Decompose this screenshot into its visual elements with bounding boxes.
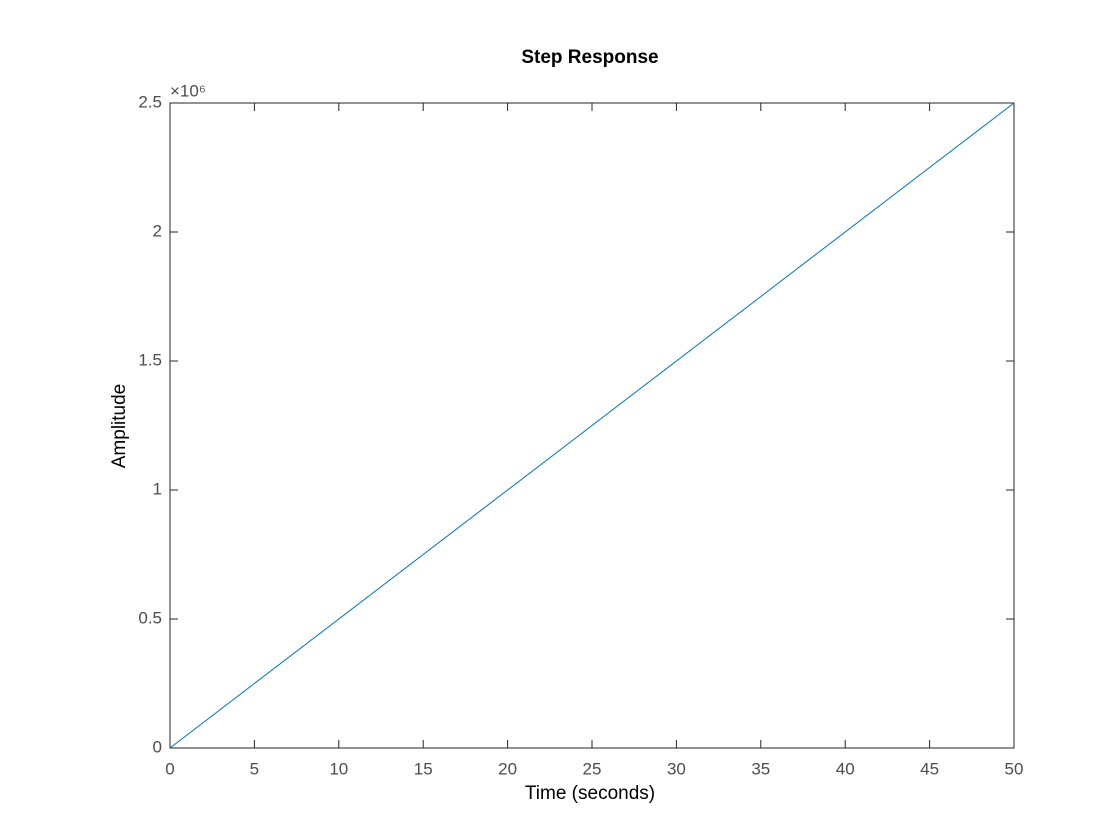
- x-tick-label: 20: [498, 759, 517, 778]
- x-tick-label: 10: [329, 759, 348, 778]
- y-tick-label: 0.5: [138, 608, 162, 627]
- y-tick-label: 2: [153, 221, 162, 240]
- chart-title: Step Response: [521, 47, 658, 68]
- x-tick-label: 0: [165, 759, 174, 778]
- x-tick-label: 30: [667, 759, 686, 778]
- x-tick-label: 25: [583, 759, 602, 778]
- x-axis-label: Time (seconds): [525, 783, 655, 804]
- y-tick-label: 2.5: [138, 92, 162, 111]
- x-tick-label: 40: [836, 759, 855, 778]
- x-tick-label: 35: [751, 759, 770, 778]
- y-exponent-label: ×10⁶: [170, 81, 206, 100]
- x-tick-label: 5: [250, 759, 259, 778]
- x-tick-label: 15: [414, 759, 433, 778]
- y-tick-label: 1.5: [138, 350, 162, 369]
- x-tick-label: 45: [920, 759, 939, 778]
- y-tick-label: 0: [153, 737, 162, 756]
- x-tick-label: 50: [1005, 759, 1024, 778]
- series-line: [169, 102, 1015, 749]
- y-tick-label: 1: [153, 479, 162, 498]
- y-axis-label: Amplitude: [109, 384, 130, 469]
